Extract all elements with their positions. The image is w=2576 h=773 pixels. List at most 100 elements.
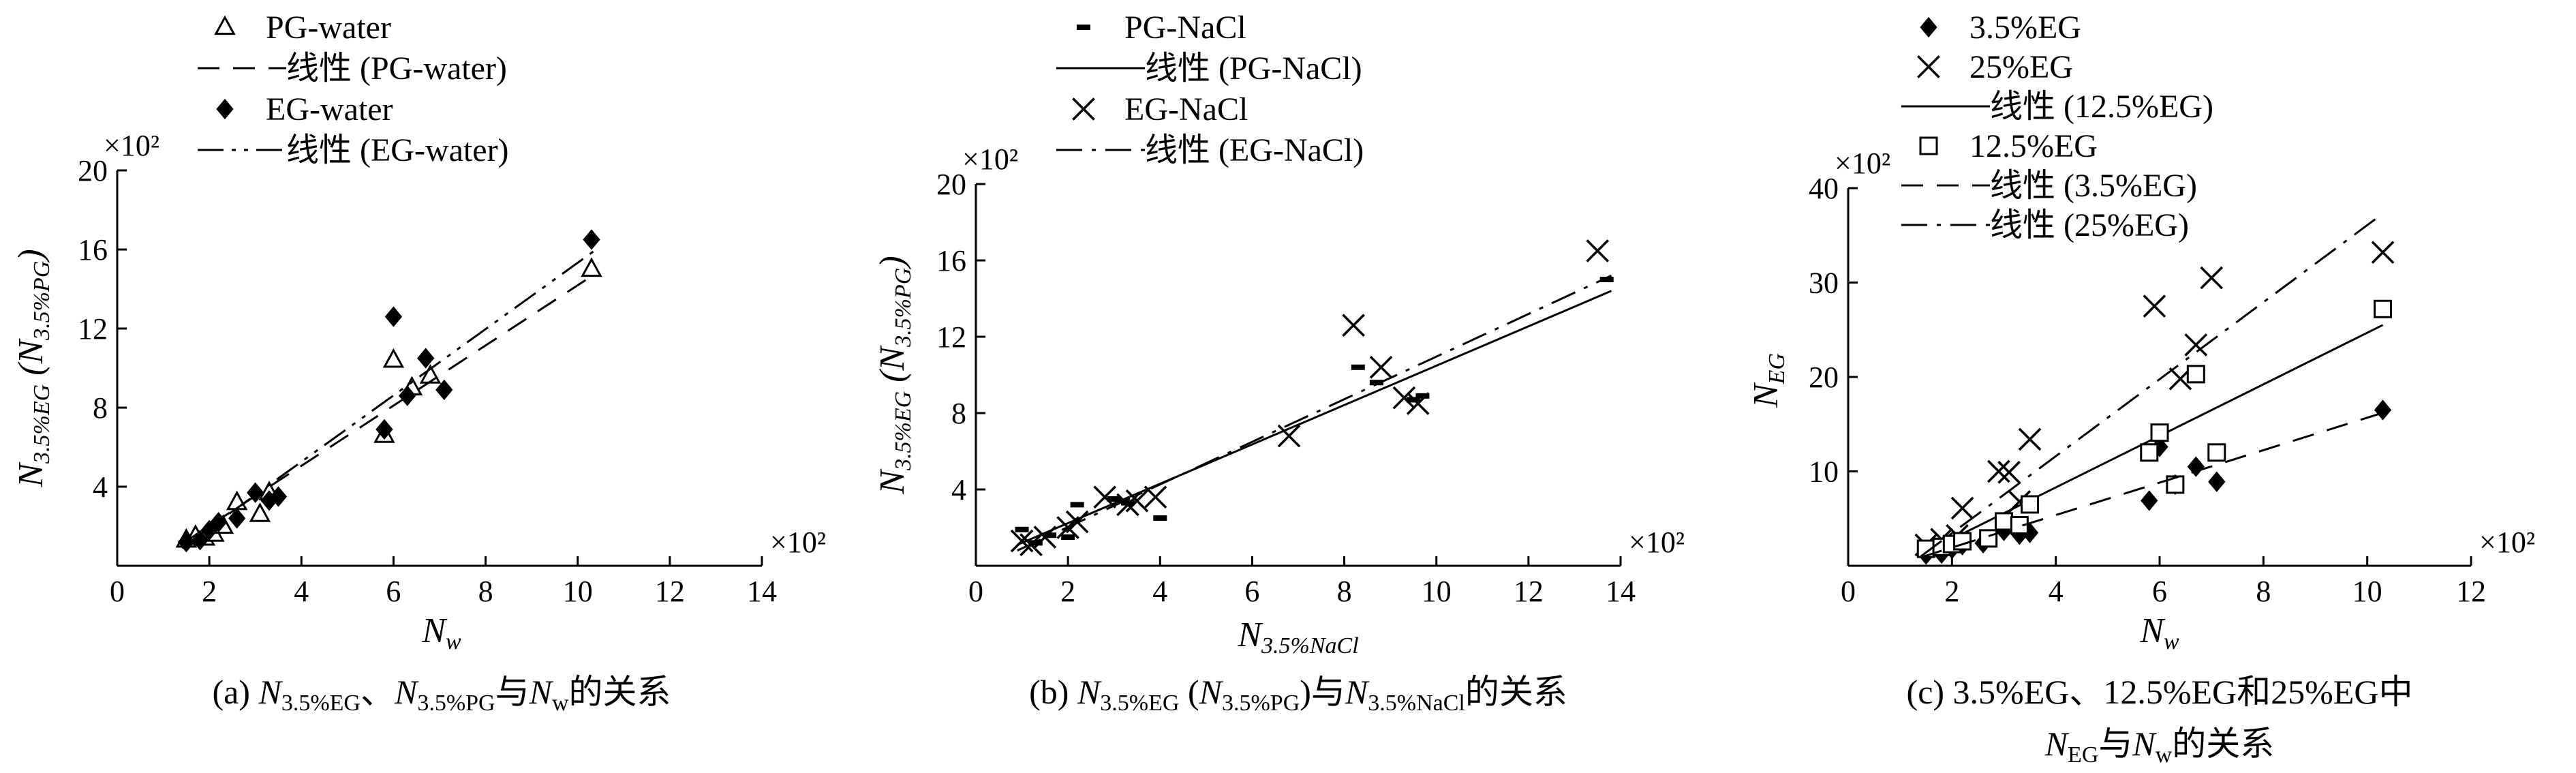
data-point <box>2371 241 2395 264</box>
y-tick-label: 20 <box>1809 361 1839 394</box>
x-tick-label: 0 <box>110 575 125 608</box>
data-point <box>247 482 264 503</box>
data-point <box>2374 399 2392 421</box>
legend: PG-NaCl 线性 (PG-NaCl) EG-NaCl 线性 (EG-NaCl) <box>1056 10 1364 168</box>
x-tick-label: 10 <box>2352 575 2382 608</box>
legend-swatch <box>216 98 234 120</box>
legend-swatch <box>214 15 236 35</box>
data-point <box>1950 496 1974 520</box>
caption-line-1: (a) N3.5%EG、N3.5%PG与Nw的关系 <box>212 673 671 716</box>
data-point <box>210 512 228 533</box>
x-tick-label: 2 <box>1060 575 1075 608</box>
data-point <box>226 490 248 511</box>
caption-line-1: (c) 3.5%EG、12.5%EG和25%EG中 <box>1907 673 2413 711</box>
data-point <box>2018 427 2042 451</box>
data-point <box>583 229 600 250</box>
data-point <box>249 502 271 522</box>
x-tick-label: 6 <box>1244 575 1259 608</box>
x-tick-label: 6 <box>386 575 401 608</box>
data-point <box>2140 443 2159 462</box>
data-point <box>269 486 288 507</box>
y-axis-title: N3.5%EG (N3.5%PG) <box>12 249 55 487</box>
data-point <box>1153 515 1167 521</box>
data-point <box>384 306 403 327</box>
data-point <box>1015 526 1029 532</box>
x-tick-label: 0 <box>968 575 983 608</box>
y-tick-label: 8 <box>951 397 966 430</box>
x-tick-label: 12 <box>655 575 685 608</box>
data-point <box>1599 277 1614 282</box>
x-multiplier: ×10² <box>770 526 826 559</box>
data-point <box>2150 423 2169 442</box>
y-tick-label: 16 <box>936 244 966 277</box>
data-point <box>1061 534 1075 540</box>
y-tick-label: 16 <box>78 233 108 267</box>
y-axis-title-group: NEG <box>1747 353 1790 408</box>
data-point <box>1415 393 1430 399</box>
legend-label: 线性 (EG-water) <box>286 132 509 168</box>
data-point <box>2143 294 2166 318</box>
data-point <box>2207 443 2226 462</box>
data-point <box>1995 512 2013 531</box>
data-point <box>1979 529 1998 548</box>
data-point <box>191 530 209 551</box>
legend-swatch <box>1072 97 1095 121</box>
y-tick-label: 8 <box>93 391 108 425</box>
legend-label: 线性 (PG-water) <box>286 50 507 87</box>
x-tick-label: 10 <box>1422 575 1452 608</box>
legend-label: 线性 (3.5%EG) <box>1990 168 2197 204</box>
x-tick-label: 6 <box>2152 575 2167 608</box>
series-5 <box>1920 412 2383 558</box>
trend-line <box>1920 213 2384 558</box>
x-tick-label: 2 <box>1944 575 1959 608</box>
series-6 <box>1920 213 2384 558</box>
legend: PG-water 线性 (PG-water) EG-water 线性 (EG-wate… <box>198 10 509 168</box>
trend-line <box>181 248 597 549</box>
data-point <box>1342 314 1365 337</box>
x-tick-label: 8 <box>1337 575 1352 608</box>
legend-swatch <box>1920 16 1937 38</box>
legend-label: 25%EG <box>1969 49 2073 85</box>
legend-label: PG-NaCl <box>1124 10 1246 46</box>
x-tick-label: 14 <box>747 575 777 608</box>
x-tick-label: 4 <box>2049 575 2064 608</box>
data-point <box>1953 532 1972 551</box>
trend-line <box>1017 290 1612 546</box>
panel-c: 0 2 4 6 8 10 12×10²10203040×10²NwNEG3.5%EG25%E… <box>1747 10 2535 768</box>
data-point <box>399 385 416 406</box>
panel-b: 0 2 4 6 8 10 12 14×10²48121620×10²N3.5%NaClN3.5… <box>873 10 1685 716</box>
y-tick-label: 40 <box>1809 172 1839 205</box>
data-point <box>1586 239 1610 262</box>
data-point <box>2374 299 2393 318</box>
legend-swatch <box>1919 136 1938 155</box>
y-tick-label: 4 <box>951 473 966 506</box>
x-multiplier: ×10² <box>1629 526 1685 559</box>
series-4 <box>181 248 597 549</box>
y-multiplier: ×10² <box>1835 147 1890 180</box>
y-axis-title: NEG <box>1747 353 1790 408</box>
x-tick-label: 8 <box>478 575 493 608</box>
x-tick-label: 4 <box>1152 575 1167 608</box>
x-tick-label: 10 <box>563 575 593 608</box>
caption-line-1: (b) N3.5%EG (N3.5%PG)与N3.5%NaCl的关系 <box>1029 673 1567 716</box>
legend-label: PG-water <box>266 10 391 46</box>
data-point <box>1277 424 1301 448</box>
y-multiplier: ×10² <box>962 142 1018 176</box>
data-point <box>228 508 246 529</box>
legend-label: 3.5%EG <box>1969 10 2081 46</box>
x-tick-label: 8 <box>2256 575 2271 608</box>
series-3 <box>177 229 600 553</box>
trend-line <box>181 272 597 545</box>
y-tick-label: 12 <box>936 320 966 354</box>
x-axis-title: Nw <box>2139 611 2179 654</box>
y-multiplier: ×10² <box>104 129 159 162</box>
x-tick-label: 0 <box>1841 575 1856 608</box>
x-axis-title: N3.5%NaCl <box>1237 616 1358 658</box>
data-point <box>417 348 435 369</box>
data-point <box>1392 386 1416 410</box>
data-point <box>1369 380 1383 386</box>
data-point <box>2200 266 2224 290</box>
